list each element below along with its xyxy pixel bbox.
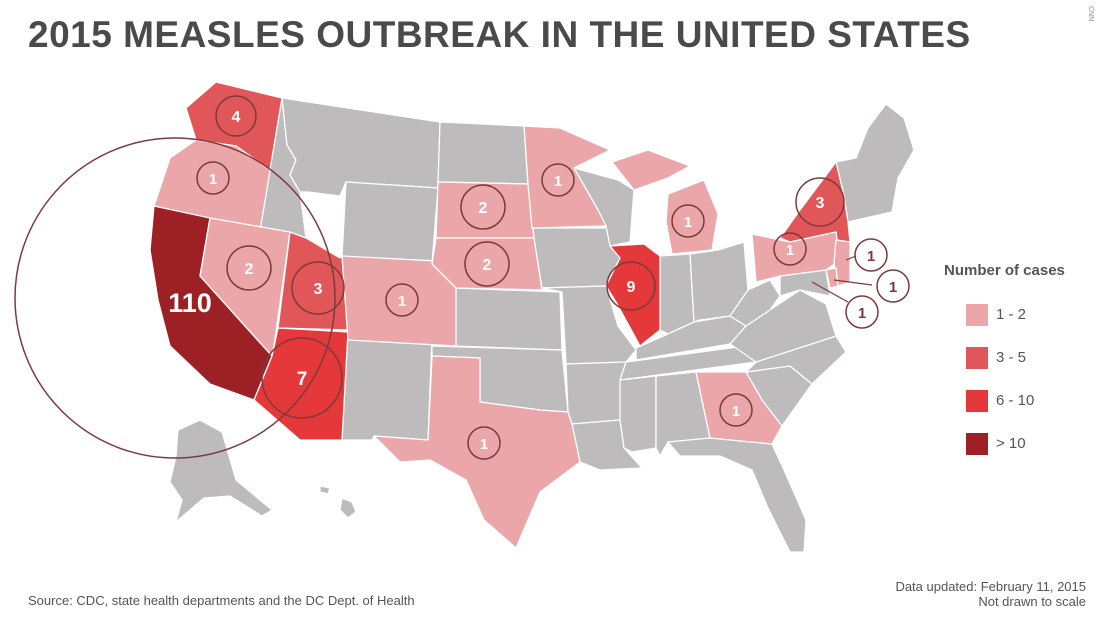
label-washington: 4 [232,109,241,126]
state-new-jersey [833,239,851,287]
label-dc: 1 [858,305,866,322]
label-nebraska: 2 [483,257,492,274]
scale-note-text: Not drawn to scale [978,594,1086,609]
label-michigan: 1 [684,214,692,231]
callout-line-de [833,279,873,286]
legend-item: 1 - 2 [944,293,1065,336]
circle-nevada [226,245,272,291]
legend-label: 3 - 5 [996,349,1027,366]
circle-new-jersey [854,238,888,272]
state-minnesota [523,125,611,229]
circle-minnesota [541,163,575,197]
label-arizona: 7 [297,369,308,390]
state-oregon [153,139,271,231]
state-michigan-up [611,149,691,191]
state-indiana [659,253,695,335]
label-new-york: 3 [816,195,825,212]
circle-texas [467,426,501,460]
state-north-dakota [437,121,529,185]
legend-item: 6 - 10 [944,379,1065,422]
label-georgia: 1 [732,403,740,420]
callout-line-dc [811,281,849,303]
circle-colorado [385,283,419,317]
circle-south-dakota [460,184,506,230]
update-note: Data updated: February 11, 2015 Not draw… [895,579,1086,609]
circle-utah [291,261,345,315]
circle-new-york [795,177,845,227]
legend-title: Number of cases [944,262,1065,279]
state-arkansas [565,361,627,425]
circle-delaware [876,269,910,303]
state-texas [373,355,581,549]
state-new-england [835,103,915,223]
state-alaska [169,419,273,523]
label-texas: 1 [480,436,488,453]
source-note: Source: CDC, state health departments an… [28,593,415,608]
label-colorado: 1 [398,293,406,310]
circle-california [14,137,336,459]
label-new-jersey: 1 [867,248,875,265]
page-title: 2015 MEASLES OUTBREAK IN THE UNITED STAT… [28,14,971,55]
legend-swatch [966,303,988,326]
circle-georgia [719,393,753,427]
label-pennsylvania: 1 [786,242,794,259]
state-wyoming [341,181,439,265]
legend-label: 6 - 10 [996,392,1035,409]
state-florida [667,437,807,553]
circle-nebraska [464,241,510,287]
state-delaware [825,267,839,289]
label-illinois: 9 [627,279,636,296]
legend-swatch [966,432,988,455]
circle-michigan [671,204,705,238]
label-minnesota: 1 [554,173,562,190]
label-south-dakota: 2 [479,200,488,217]
circle-illinois [606,261,656,311]
state-kansas [453,287,563,351]
label-nevada: 2 [245,261,254,278]
circle-washington [215,95,257,137]
state-montana [281,97,441,197]
label-california: 110 [168,288,212,318]
legend-swatch [966,346,988,369]
state-michigan [665,179,719,255]
circle-dc [845,295,879,329]
label-oregon: 1 [209,171,217,188]
legend-label: 1 - 2 [996,306,1027,323]
state-mississippi [619,375,657,453]
state-hawaii [339,497,357,519]
circle-oregon [196,161,230,195]
circle-pennsylvania [773,232,807,266]
legend-label: > 10 [996,435,1026,452]
circle-arizona [261,337,343,419]
state-nebraska [431,237,543,291]
data-updated-text: Data updated: February 11, 2015 [895,579,1086,594]
state-georgia [695,371,783,445]
state-iowa [531,227,621,289]
legend-swatch [966,389,988,412]
label-utah: 3 [314,281,323,298]
label-delaware: 1 [889,279,897,296]
legend-item: 3 - 5 [944,336,1065,379]
cnn-watermark: CNN [1087,6,1094,22]
legend-item: > 10 [944,422,1065,465]
state-colorado [341,255,457,347]
legend: Number of cases 1 - 2 3 - 5 6 - 10 > 10 [944,262,1065,465]
state-west-virginia [729,279,781,327]
state-new-mexico [341,331,433,441]
state-hawaii-2 [319,485,331,495]
